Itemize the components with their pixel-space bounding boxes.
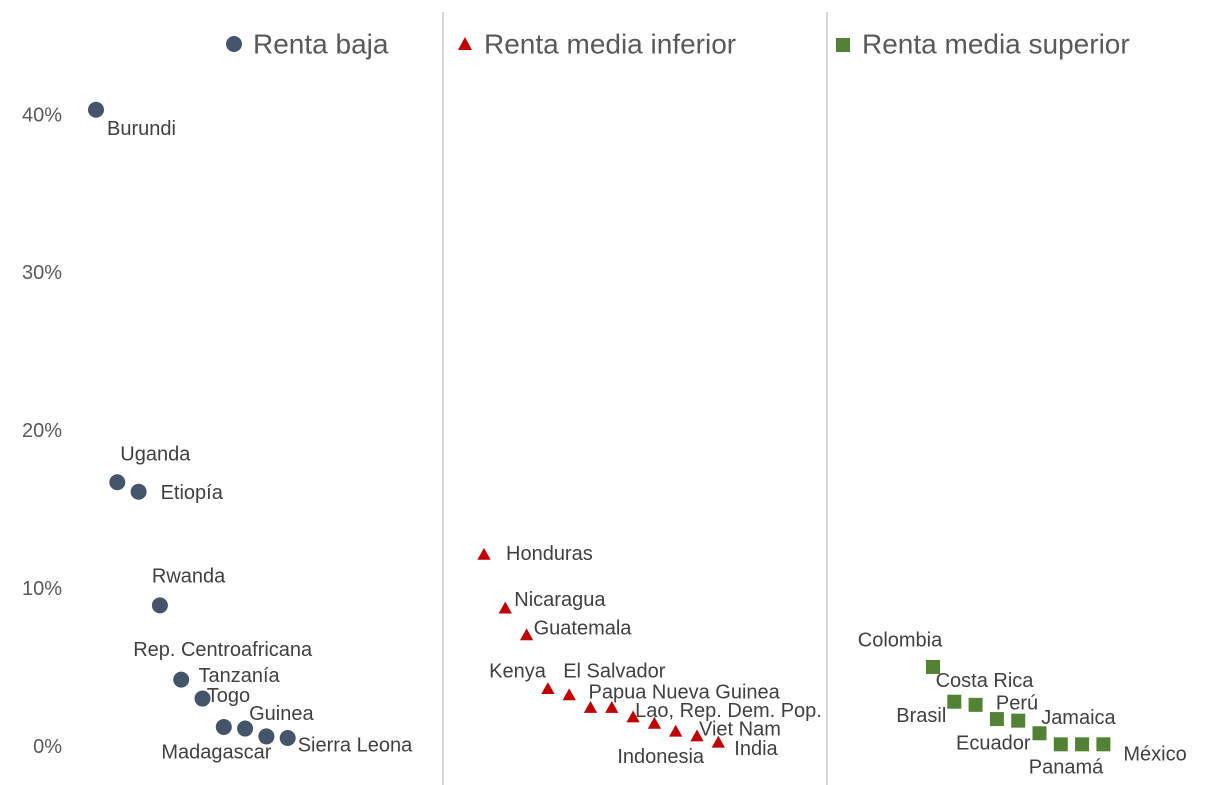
point bbox=[968, 697, 983, 712]
point bbox=[237, 720, 254, 737]
legend-marker bbox=[458, 37, 472, 50]
point bbox=[1096, 737, 1111, 752]
legend-label: Renta baja bbox=[253, 28, 389, 59]
point bbox=[626, 710, 640, 723]
point bbox=[989, 712, 1004, 727]
point bbox=[926, 659, 940, 674]
point-label: El Salvador bbox=[563, 661, 666, 683]
point-label: México bbox=[1123, 744, 1186, 766]
point-label: Panamá bbox=[1029, 757, 1104, 779]
legend-marker bbox=[836, 38, 850, 52]
point bbox=[258, 728, 275, 745]
point-label: India bbox=[734, 738, 778, 760]
point-label: Rep. Centroafricana bbox=[133, 639, 313, 661]
point-label: Brasil bbox=[896, 705, 946, 727]
point bbox=[669, 724, 683, 737]
point-label: Guatemala bbox=[534, 618, 633, 640]
y-tick-label: 0% bbox=[33, 736, 62, 758]
y-tick-label: 30% bbox=[22, 262, 62, 284]
point-label: Kenya bbox=[489, 660, 547, 682]
point bbox=[605, 701, 619, 713]
point-label: Colombia bbox=[858, 629, 943, 651]
point bbox=[130, 483, 147, 500]
point-label: Jamaica bbox=[1041, 707, 1116, 729]
point-label: Rwanda bbox=[152, 566, 226, 588]
point bbox=[498, 601, 512, 614]
point bbox=[690, 729, 704, 742]
point bbox=[279, 730, 296, 747]
point-label: Etiopía bbox=[161, 482, 224, 504]
point bbox=[1011, 713, 1026, 728]
point bbox=[88, 101, 104, 118]
point-label: Togo bbox=[207, 685, 250, 707]
point bbox=[583, 701, 598, 713]
y-tick-label: 40% bbox=[22, 104, 62, 126]
point-label: Tanzanía bbox=[199, 665, 281, 687]
point bbox=[519, 628, 534, 641]
point-label: Costa Rica bbox=[936, 670, 1035, 692]
point-label: Ecuador bbox=[956, 733, 1031, 755]
point bbox=[215, 718, 232, 735]
legend-marker bbox=[226, 36, 242, 52]
y-tick-label: 20% bbox=[22, 420, 62, 442]
point-label: Guinea bbox=[249, 703, 314, 725]
point bbox=[109, 474, 126, 491]
legend-label: Renta media superior bbox=[862, 28, 1130, 59]
point bbox=[194, 690, 211, 707]
point bbox=[1053, 737, 1068, 752]
point bbox=[1032, 726, 1047, 741]
point bbox=[541, 682, 555, 694]
point-label: Perú bbox=[996, 692, 1038, 714]
point-label: Sierra Leona bbox=[298, 734, 413, 756]
point-label: Indonesia bbox=[617, 746, 705, 768]
point bbox=[151, 597, 168, 614]
point-label: Papua Nueva Guinea bbox=[589, 681, 781, 703]
point bbox=[1075, 737, 1090, 752]
point-label: Honduras bbox=[506, 543, 593, 565]
y-tick-label: 10% bbox=[22, 578, 62, 600]
point bbox=[711, 735, 725, 748]
point bbox=[477, 547, 491, 560]
point-label: Madagascar bbox=[161, 742, 271, 764]
point-label: Burundi bbox=[107, 118, 176, 140]
legend-label: Renta media inferior bbox=[484, 28, 736, 59]
point-label: Nicaragua bbox=[514, 589, 606, 611]
point-label: Uganda bbox=[120, 444, 191, 466]
point bbox=[647, 716, 662, 729]
point bbox=[562, 688, 576, 701]
point-label: Lao, Rep. Dem. Pop. bbox=[635, 700, 822, 722]
point bbox=[173, 671, 190, 688]
point-label: Viet Nam bbox=[699, 719, 781, 741]
point bbox=[947, 694, 962, 709]
